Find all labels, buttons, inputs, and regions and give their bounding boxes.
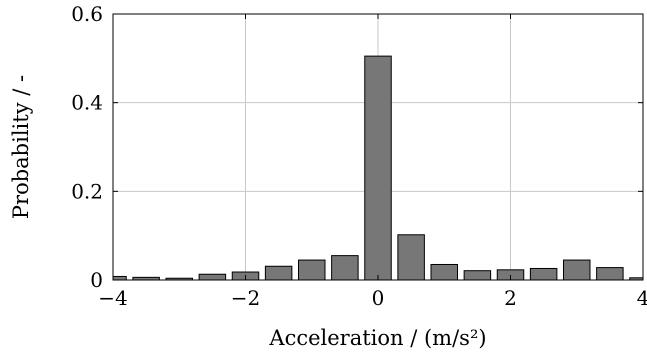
histogram-bar (397, 234, 425, 280)
histogram-bar (596, 267, 624, 280)
histogram-bar (629, 277, 643, 280)
histogram-bar (430, 263, 458, 280)
histogram-bar (298, 259, 326, 280)
y-tick-label: 0 (90, 268, 103, 292)
histogram-bar (264, 265, 293, 280)
histogram-bar (529, 267, 558, 280)
histogram-bar (331, 255, 359, 280)
x-tick-label: −2 (231, 286, 260, 310)
x-tick-label: −4 (98, 286, 127, 310)
histogram-bar (113, 275, 127, 280)
y-tick-label: 0.4 (71, 91, 103, 115)
y-axis-label: Probability / - (9, 75, 33, 219)
histogram-bar (563, 259, 591, 280)
x-axis-label: Acceleration / (m/s²) (268, 326, 486, 350)
bar-layer (113, 55, 643, 280)
histogram-bar (463, 270, 492, 280)
histogram-bar (198, 273, 227, 280)
x-tick-label: 4 (637, 286, 647, 310)
tick-layer: −4 −2 0 2 4 0 0.2 0.4 0.6 (71, 2, 647, 310)
y-tick-label: 0.6 (71, 2, 103, 26)
x-tick-label: 2 (504, 286, 517, 310)
x-tick-label: 0 (372, 286, 385, 310)
histogram-bar (364, 55, 392, 280)
y-tick-label: 0.2 (71, 179, 103, 203)
histogram-bar (496, 269, 525, 280)
